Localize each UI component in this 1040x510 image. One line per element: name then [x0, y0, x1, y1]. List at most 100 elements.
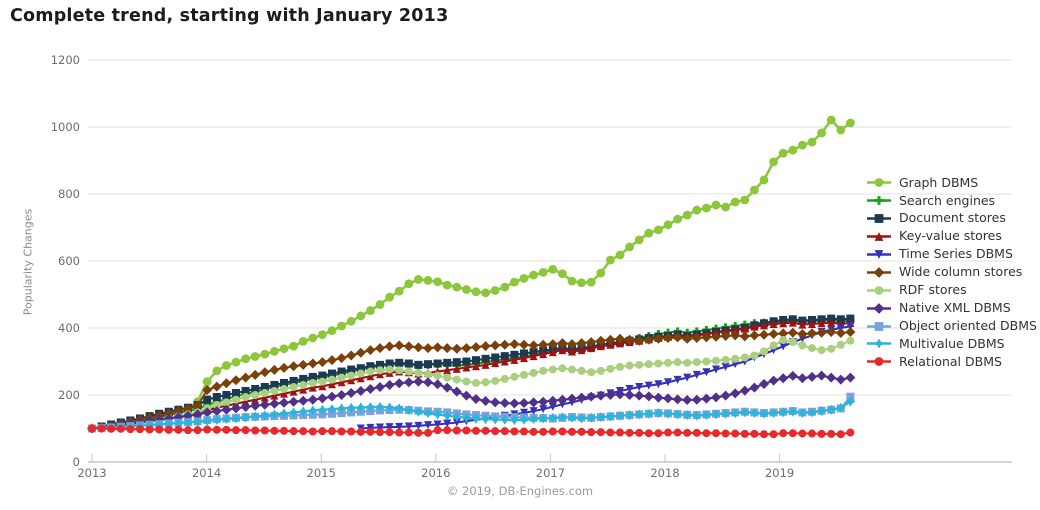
marker-diamond [701, 332, 712, 343]
marker-triangle-up [251, 395, 260, 404]
marker-star4 [336, 403, 347, 414]
marker-circle [520, 427, 528, 436]
legend-marker-key-value-stores [867, 232, 891, 242]
series-rdf-stores[interactable] [88, 336, 855, 433]
marker-star4 [442, 410, 453, 421]
marker-diamond [873, 266, 885, 278]
marker-diamond [749, 330, 760, 341]
marker-diamond [605, 390, 616, 400]
marker-diamond [336, 390, 347, 400]
marker-diamond [739, 331, 750, 342]
marker-diamond [355, 385, 366, 396]
marker-circle [596, 428, 605, 437]
marker-circle [778, 148, 788, 158]
marker-circle [673, 358, 682, 367]
marker-triangle-up [452, 364, 461, 373]
marker-circle [510, 277, 519, 287]
legend-item-wide-column-stores[interactable]: Wide column stores [866, 263, 1037, 281]
marker-diamond [835, 374, 846, 385]
marker-circle [491, 427, 500, 436]
marker-circle [759, 175, 769, 185]
marker-triangle-up [740, 324, 749, 333]
marker-circle [567, 276, 577, 286]
marker-triangle-down [395, 422, 404, 431]
marker-star4 [231, 413, 241, 424]
marker-circle [126, 425, 135, 434]
marker-circle [616, 362, 624, 371]
marker-star4 [259, 410, 270, 421]
marker-circle [721, 202, 730, 212]
legend-label: Time Series DBMS [899, 246, 1013, 262]
legend-item-key-value-stores[interactable]: Key-value stores [866, 228, 1037, 246]
legend-item-document-stores[interactable]: Document stores [866, 210, 1037, 228]
marker-diamond [403, 341, 414, 352]
marker-diamond [787, 370, 798, 381]
marker-diamond [547, 395, 558, 406]
marker-circle [500, 427, 509, 436]
series-relational-dbms[interactable] [88, 424, 855, 439]
marker-circle [193, 426, 202, 435]
marker-circle [308, 427, 317, 436]
marker-diamond [691, 394, 702, 405]
marker-circle [202, 377, 212, 386]
legend-item-time-series-dbms[interactable]: Time Series DBMS [866, 246, 1037, 264]
legend-item-search-engines[interactable]: Search engines [866, 192, 1037, 210]
marker-triangle-up [808, 319, 816, 328]
marker-circle [712, 356, 720, 365]
marker-triangle-up [529, 352, 538, 361]
legend-item-relational-dbms[interactable]: Relational DBMS [866, 353, 1037, 371]
marker-circle [606, 428, 615, 437]
marker-circle [299, 427, 308, 436]
marker-square [808, 315, 816, 324]
marker-circle [270, 426, 279, 435]
marker-star4 [375, 401, 385, 412]
legend-item-multivalue-dbms[interactable]: Multivalue DBMS [866, 335, 1037, 353]
marker-circle [510, 427, 519, 436]
marker-diamond [202, 407, 213, 418]
marker-star4 [739, 407, 750, 418]
marker-square [280, 378, 288, 387]
marker-star4 [538, 413, 549, 424]
marker-star4 [643, 408, 654, 419]
marker-circle [702, 429, 711, 438]
marker-circle [644, 360, 653, 369]
marker-circle [424, 370, 432, 379]
marker-square [510, 350, 519, 359]
marker-star4 [691, 410, 702, 421]
series-graph-dbms[interactable] [87, 115, 855, 433]
marker-diamond [471, 394, 481, 405]
marker-circle [433, 426, 442, 435]
marker-triangle-down [625, 384, 634, 393]
legend-label: Document stores [899, 210, 1006, 226]
marker-circle [826, 115, 836, 125]
marker-circle [625, 428, 634, 437]
legend-item-native-xml-dbms[interactable]: Native XML DBMS [866, 299, 1037, 317]
chart-title: Complete trend, starting with January 20… [10, 6, 449, 26]
marker-circle [750, 351, 759, 360]
marker-diamond [490, 397, 501, 408]
marker-circle [222, 425, 231, 434]
marker-star4 [432, 409, 443, 420]
marker-diamond [778, 328, 789, 339]
legend-marker-object-oriented-dbms [867, 321, 891, 331]
marker-circle [779, 429, 788, 438]
marker-triangle-down [683, 373, 692, 382]
marker-diamond [768, 329, 779, 340]
marker-diamond [547, 339, 558, 350]
legend-item-rdf-stores[interactable]: RDF stores [866, 281, 1037, 299]
marker-circle [712, 429, 720, 438]
marker-circle [625, 242, 634, 252]
legend-marker-wide-column-stores [867, 266, 891, 278]
marker-plus [874, 196, 884, 206]
marker-triangle-down [414, 421, 423, 430]
marker-diamond [442, 343, 453, 354]
marker-diamond [615, 333, 625, 344]
marker-diamond [816, 370, 827, 381]
legend-item-graph-dbms[interactable]: Graph DBMS [866, 174, 1037, 192]
legend-item-object-oriented-dbms[interactable]: Object oriented DBMS [866, 317, 1037, 335]
marker-star4 [567, 412, 577, 423]
marker-diamond [720, 331, 731, 342]
marker-circle [587, 368, 596, 377]
marker-circle [366, 427, 375, 436]
marker-triangle-up [481, 360, 490, 369]
